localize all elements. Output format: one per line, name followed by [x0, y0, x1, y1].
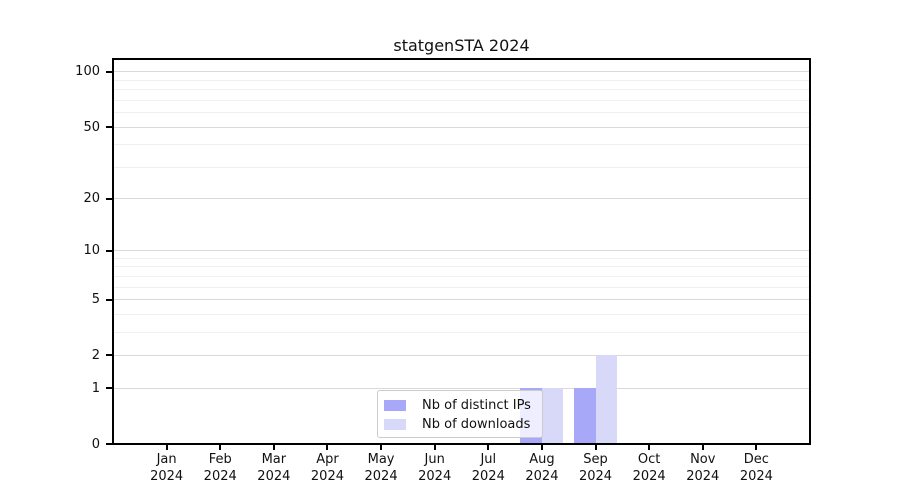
- x-tick-label: Nov 2024: [675, 451, 731, 485]
- bar-distinct-ips: [574, 388, 596, 444]
- x-tick-label: Sep 2024: [568, 451, 624, 485]
- gridline-major: [113, 299, 810, 301]
- x-tick-mark: [165, 445, 168, 450]
- x-tick-month: Apr: [316, 452, 339, 467]
- x-tick-mark: [272, 445, 275, 450]
- x-tick-year: 2024: [310, 469, 344, 484]
- legend-item: Nb of distinct IPs: [384, 396, 534, 415]
- y-tick-label: 50: [83, 119, 100, 135]
- x-tick-mark: [380, 445, 383, 450]
- x-tick-mark: [755, 445, 758, 450]
- y-tick-mark: [106, 126, 112, 129]
- x-tick-month: Feb: [208, 452, 232, 467]
- x-tick-month: Jan: [156, 452, 177, 467]
- x-tick-year: 2024: [471, 469, 505, 484]
- x-tick-label: Aug 2024: [514, 451, 570, 485]
- gridline-minor: [113, 313, 810, 315]
- x-tick-month: May: [367, 452, 395, 467]
- x-tick-label: May 2024: [353, 451, 409, 485]
- gridline-major: [113, 126, 810, 128]
- y-tick-mark: [106, 197, 112, 200]
- x-tick-label: Dec 2024: [728, 451, 784, 485]
- gridline-minor: [113, 275, 810, 277]
- x-tick-year: 2024: [364, 469, 398, 484]
- y-tick-mark: [106, 354, 112, 357]
- x-tick-year: 2024: [739, 469, 773, 484]
- gridline-major: [113, 250, 810, 252]
- legend-swatch: [384, 419, 406, 430]
- x-tick-month: Jun: [424, 452, 445, 467]
- gridline-minor: [113, 286, 810, 288]
- x-tick-mark: [326, 445, 329, 450]
- x-tick-year: 2024: [150, 469, 184, 484]
- x-tick-year: 2024: [203, 469, 237, 484]
- x-tick-label: Oct 2024: [621, 451, 677, 485]
- y-tick-mark: [106, 70, 112, 73]
- x-tick-month: Sep: [583, 452, 608, 467]
- bar-downloads: [595, 355, 617, 444]
- x-tick-month: Aug: [529, 452, 555, 467]
- y-tick-label: 5: [91, 292, 100, 308]
- plot-area: [113, 59, 810, 444]
- x-tick-mark: [701, 445, 704, 450]
- gridline-minor: [113, 331, 810, 333]
- gridline-minor: [113, 144, 810, 146]
- y-tick-label: 10: [83, 243, 100, 259]
- y-tick-mark: [106, 298, 112, 301]
- gridline-minor: [113, 166, 810, 168]
- gridline-minor: [113, 99, 810, 101]
- gridline-minor: [113, 266, 810, 268]
- x-tick-year: 2024: [257, 469, 291, 484]
- legend: Nb of distinct IPs Nb of downloads: [377, 390, 543, 438]
- legend-item: Nb of downloads: [384, 415, 534, 434]
- y-tick-label: 1: [91, 380, 100, 396]
- legend-label: Nb of downloads: [422, 417, 531, 432]
- x-tick-year: 2024: [578, 469, 613, 484]
- x-tick-label: Mar 2024: [246, 451, 302, 485]
- x-tick-mark: [594, 445, 597, 450]
- x-tick-label: Apr 2024: [299, 451, 355, 485]
- y-tick-label: 20: [83, 191, 100, 207]
- x-tick-mark: [219, 445, 222, 450]
- x-tick-mark: [648, 445, 651, 450]
- x-tick-month: Nov: [690, 452, 716, 467]
- x-tick-month: Mar: [261, 452, 287, 467]
- x-tick-year: 2024: [686, 469, 720, 484]
- y-tick-mark: [106, 387, 112, 390]
- x-tick-month: Dec: [743, 452, 769, 467]
- x-tick-label: Jul 2024: [460, 451, 516, 485]
- gridline-major: [113, 354, 810, 356]
- chart-title: statgenSTA 2024: [393, 36, 530, 55]
- x-tick-year: 2024: [632, 469, 666, 484]
- gridline-minor: [113, 79, 810, 81]
- x-tick-label: Jan 2024: [139, 451, 195, 485]
- gridline-major: [113, 198, 810, 200]
- gridline-minor: [113, 89, 810, 91]
- legend-label: Nb of distinct IPs: [422, 398, 531, 413]
- gridline-minor: [113, 257, 810, 259]
- y-tick-label: 100: [75, 64, 100, 80]
- gridline-major: [113, 387, 810, 389]
- x-tick-year: 2024: [418, 469, 452, 484]
- x-tick-year: 2024: [525, 469, 559, 484]
- bar-downloads: [541, 388, 564, 444]
- x-tick-month: Oct: [637, 452, 661, 467]
- x-tick-mark: [487, 445, 490, 450]
- x-tick-mark: [540, 445, 543, 450]
- y-tick-mark: [106, 249, 112, 252]
- x-tick-month: Jul: [480, 452, 497, 467]
- y-tick-label: 2: [91, 347, 100, 363]
- gridline-minor: [113, 112, 810, 114]
- x-tick-label: Feb 2024: [192, 451, 248, 485]
- x-tick-mark: [433, 445, 436, 450]
- legend-swatch: [384, 400, 406, 411]
- y-tick-label: 0: [91, 436, 100, 452]
- y-tick-mark: [106, 443, 112, 445]
- x-tick-label: Jun 2024: [407, 451, 463, 485]
- gridline-major: [113, 71, 810, 73]
